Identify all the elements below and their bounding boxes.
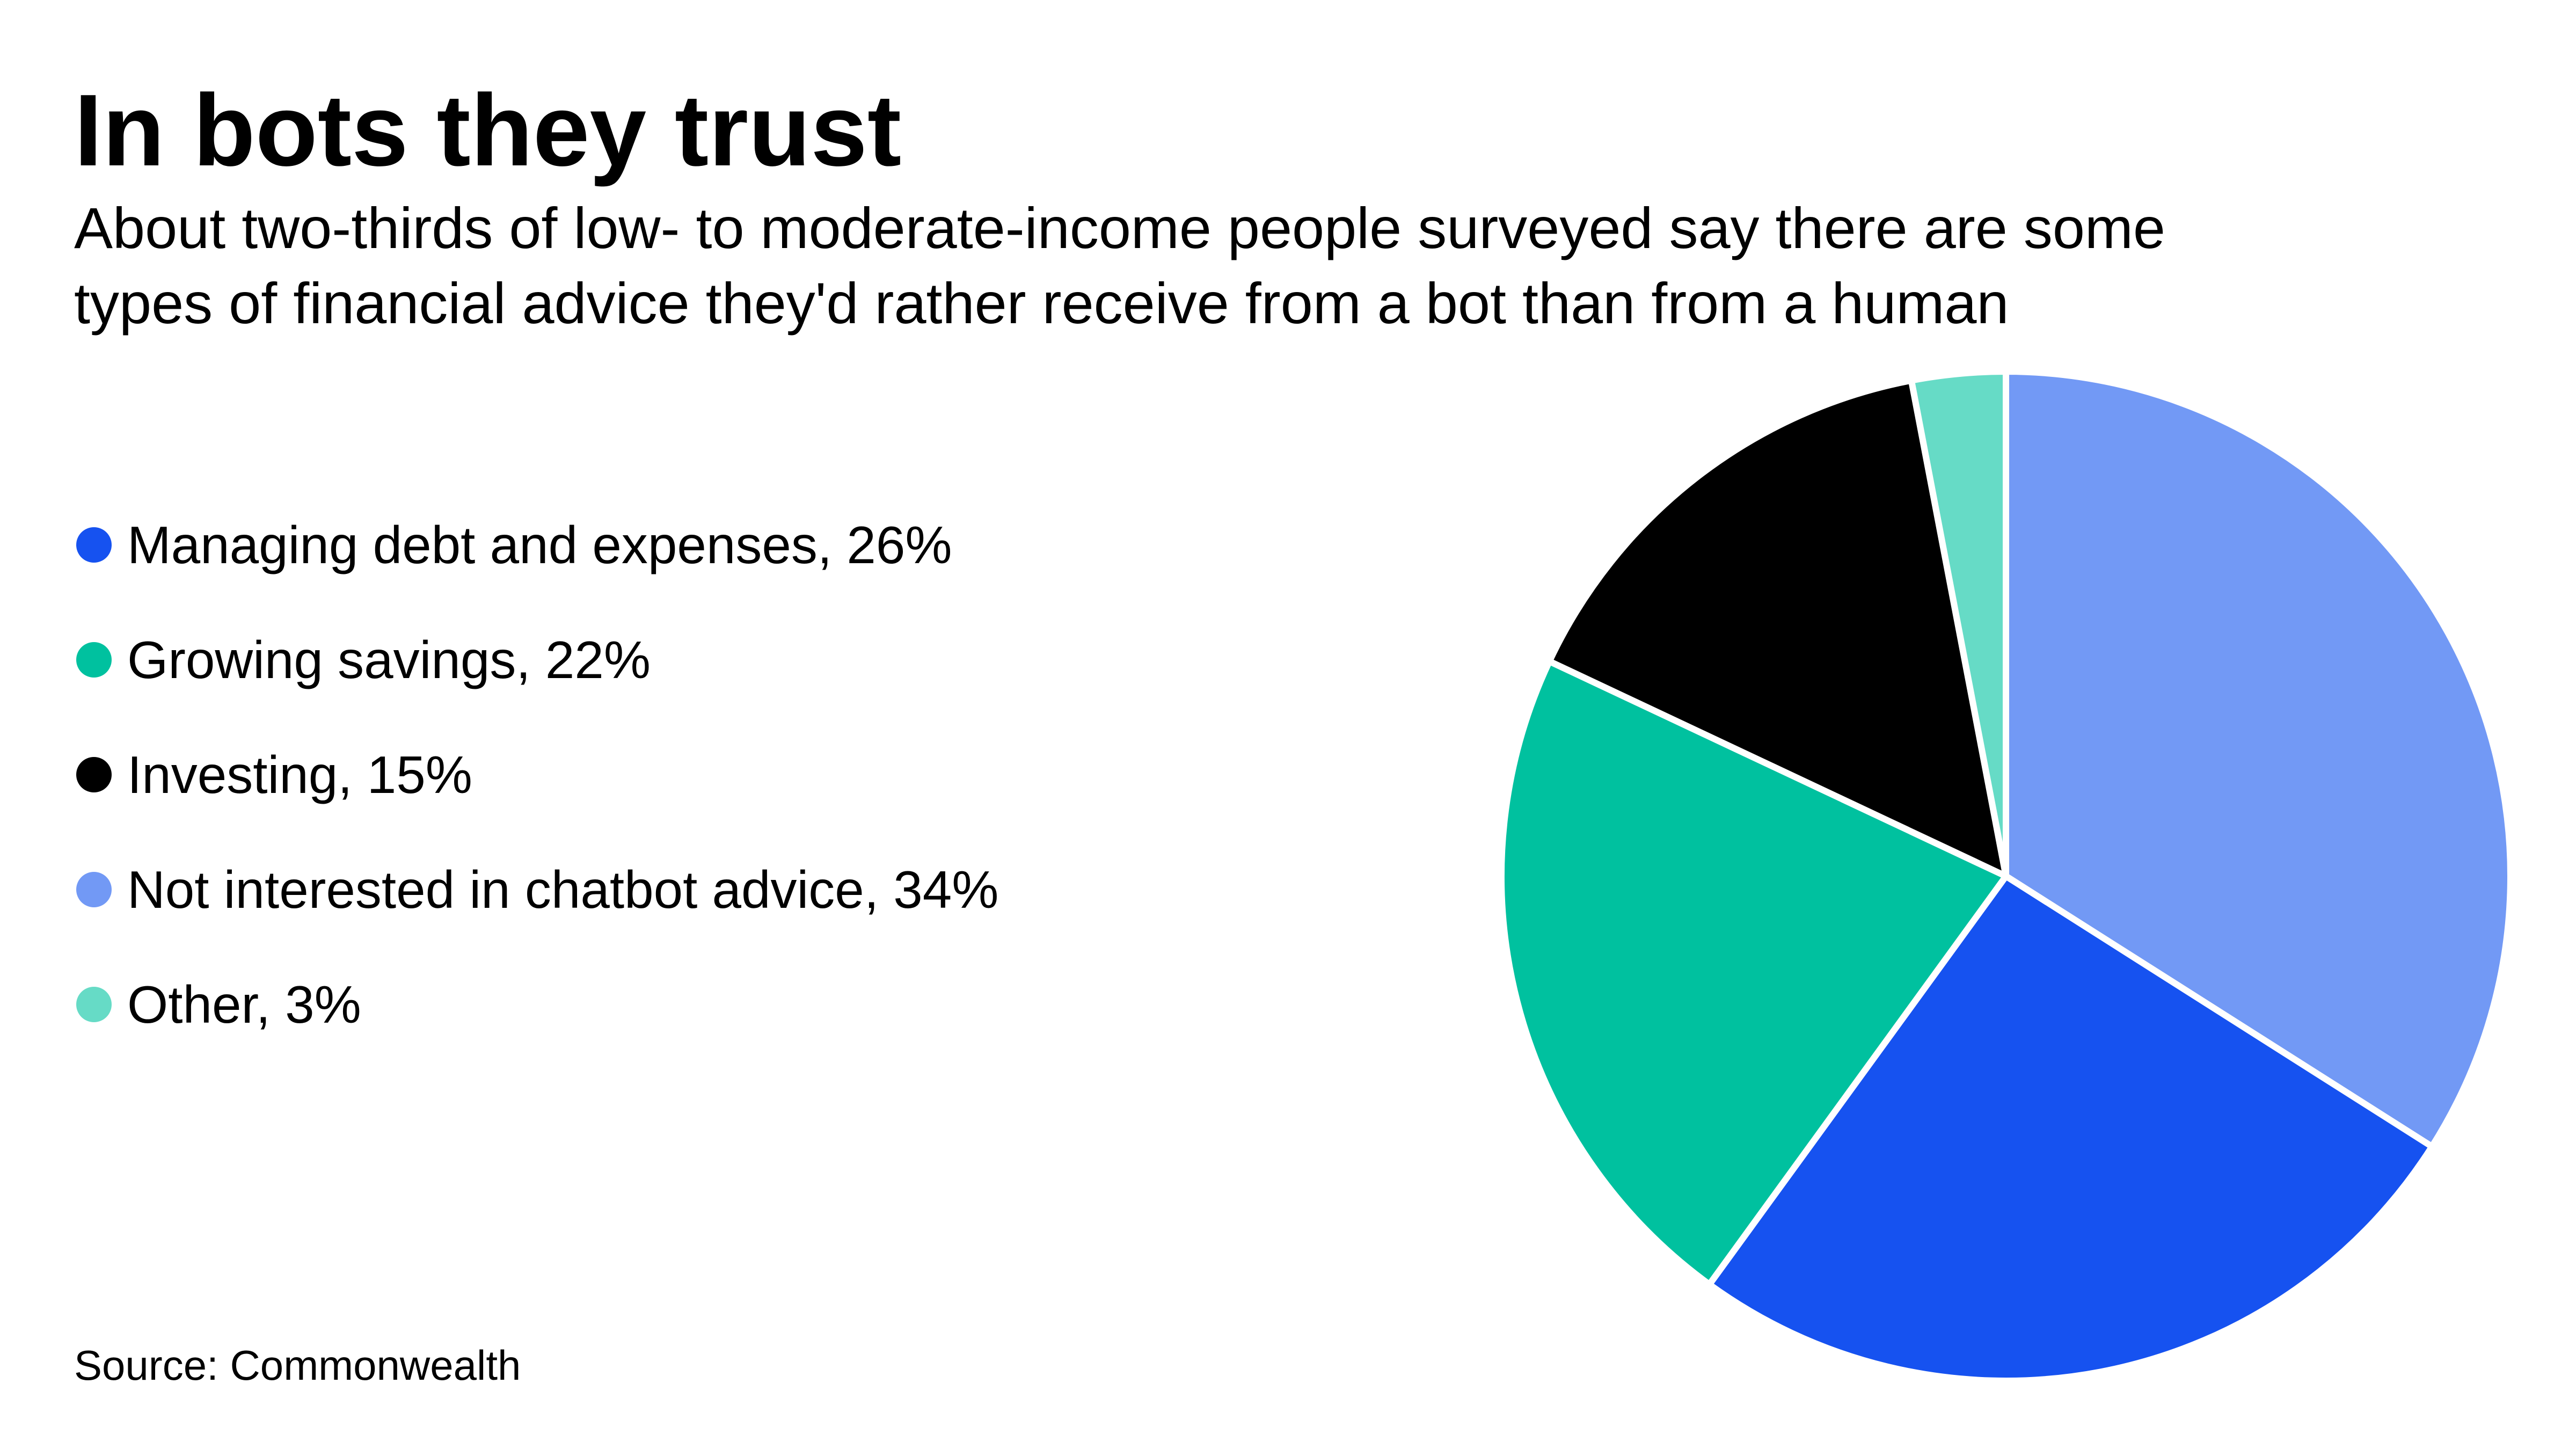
legend-label: Investing, 15% bbox=[127, 745, 472, 804]
legend-swatch bbox=[76, 757, 112, 792]
legend-swatch bbox=[76, 987, 112, 1022]
legend-label: Other, 3% bbox=[127, 975, 361, 1034]
chart-subtitle: types of financial advice they'd rather … bbox=[74, 271, 2009, 336]
pie-slice bbox=[1908, 368, 2009, 879]
pie-slice bbox=[1706, 873, 2435, 1384]
legend-swatch bbox=[76, 872, 112, 907]
legend-swatch bbox=[76, 527, 112, 563]
chart-subtitle: About two-thirds of low- to moderate-inc… bbox=[74, 195, 2165, 260]
chart-title: In bots they trust bbox=[74, 74, 901, 187]
legend-label: Not interested in chatbot advice, 34% bbox=[127, 860, 998, 919]
source-note: Source: Commonwealth bbox=[74, 1342, 521, 1389]
legend-label: Managing debt and expenses, 26% bbox=[127, 515, 952, 574]
legend-swatch bbox=[76, 642, 112, 678]
legend-label: Growing savings, 22% bbox=[127, 630, 651, 689]
pie-slice bbox=[1546, 377, 2009, 879]
